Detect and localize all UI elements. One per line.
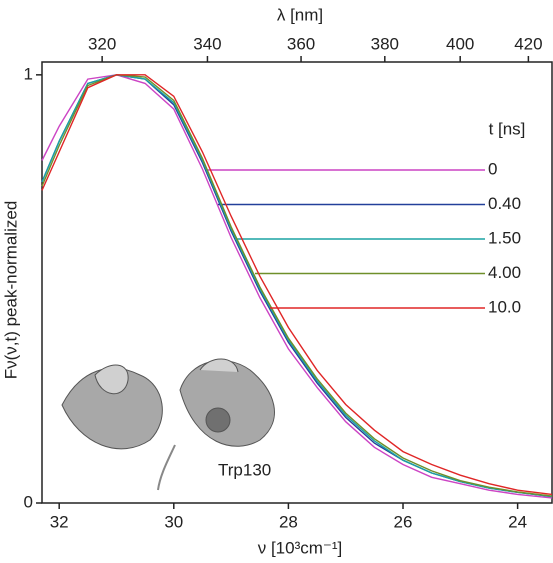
x2-tick-label: 320 [88, 34, 116, 53]
legend-title: t [ns] [489, 119, 526, 138]
x-tick-label: 32 [50, 512, 69, 531]
x-tick-label: 24 [508, 512, 527, 531]
x2-tick-label: 400 [446, 34, 474, 53]
x2-tick-label: 360 [287, 34, 315, 53]
plot-frame [41, 61, 553, 504]
legend-label: 0 [488, 159, 497, 178]
y-tick-label: 1 [24, 64, 33, 83]
legend-label: 4.00 [488, 263, 521, 282]
protein-structure [61, 358, 275, 491]
legend-label: 10.0 [488, 297, 521, 316]
y-tick-label: 0 [24, 492, 33, 511]
x2-tick-label: 340 [193, 34, 221, 53]
x-tick-label: 28 [279, 512, 298, 531]
x2-axis-title: λ [nm] [277, 5, 323, 24]
legend-label: 0.40 [488, 194, 521, 213]
legend-label: 1.50 [488, 228, 521, 247]
x2-tick-label: 380 [371, 34, 399, 53]
x-tick-label: 26 [394, 512, 413, 531]
annotation: Trp130 [218, 460, 271, 479]
x-tick-label: 30 [164, 512, 183, 531]
series-line [41, 74, 553, 496]
x2-tick-label: 420 [514, 34, 542, 53]
x-axis-title: ν [10³cm⁻¹] [258, 538, 343, 557]
y-axis-title: Fν(ν,t) peak-normalized [1, 201, 20, 380]
